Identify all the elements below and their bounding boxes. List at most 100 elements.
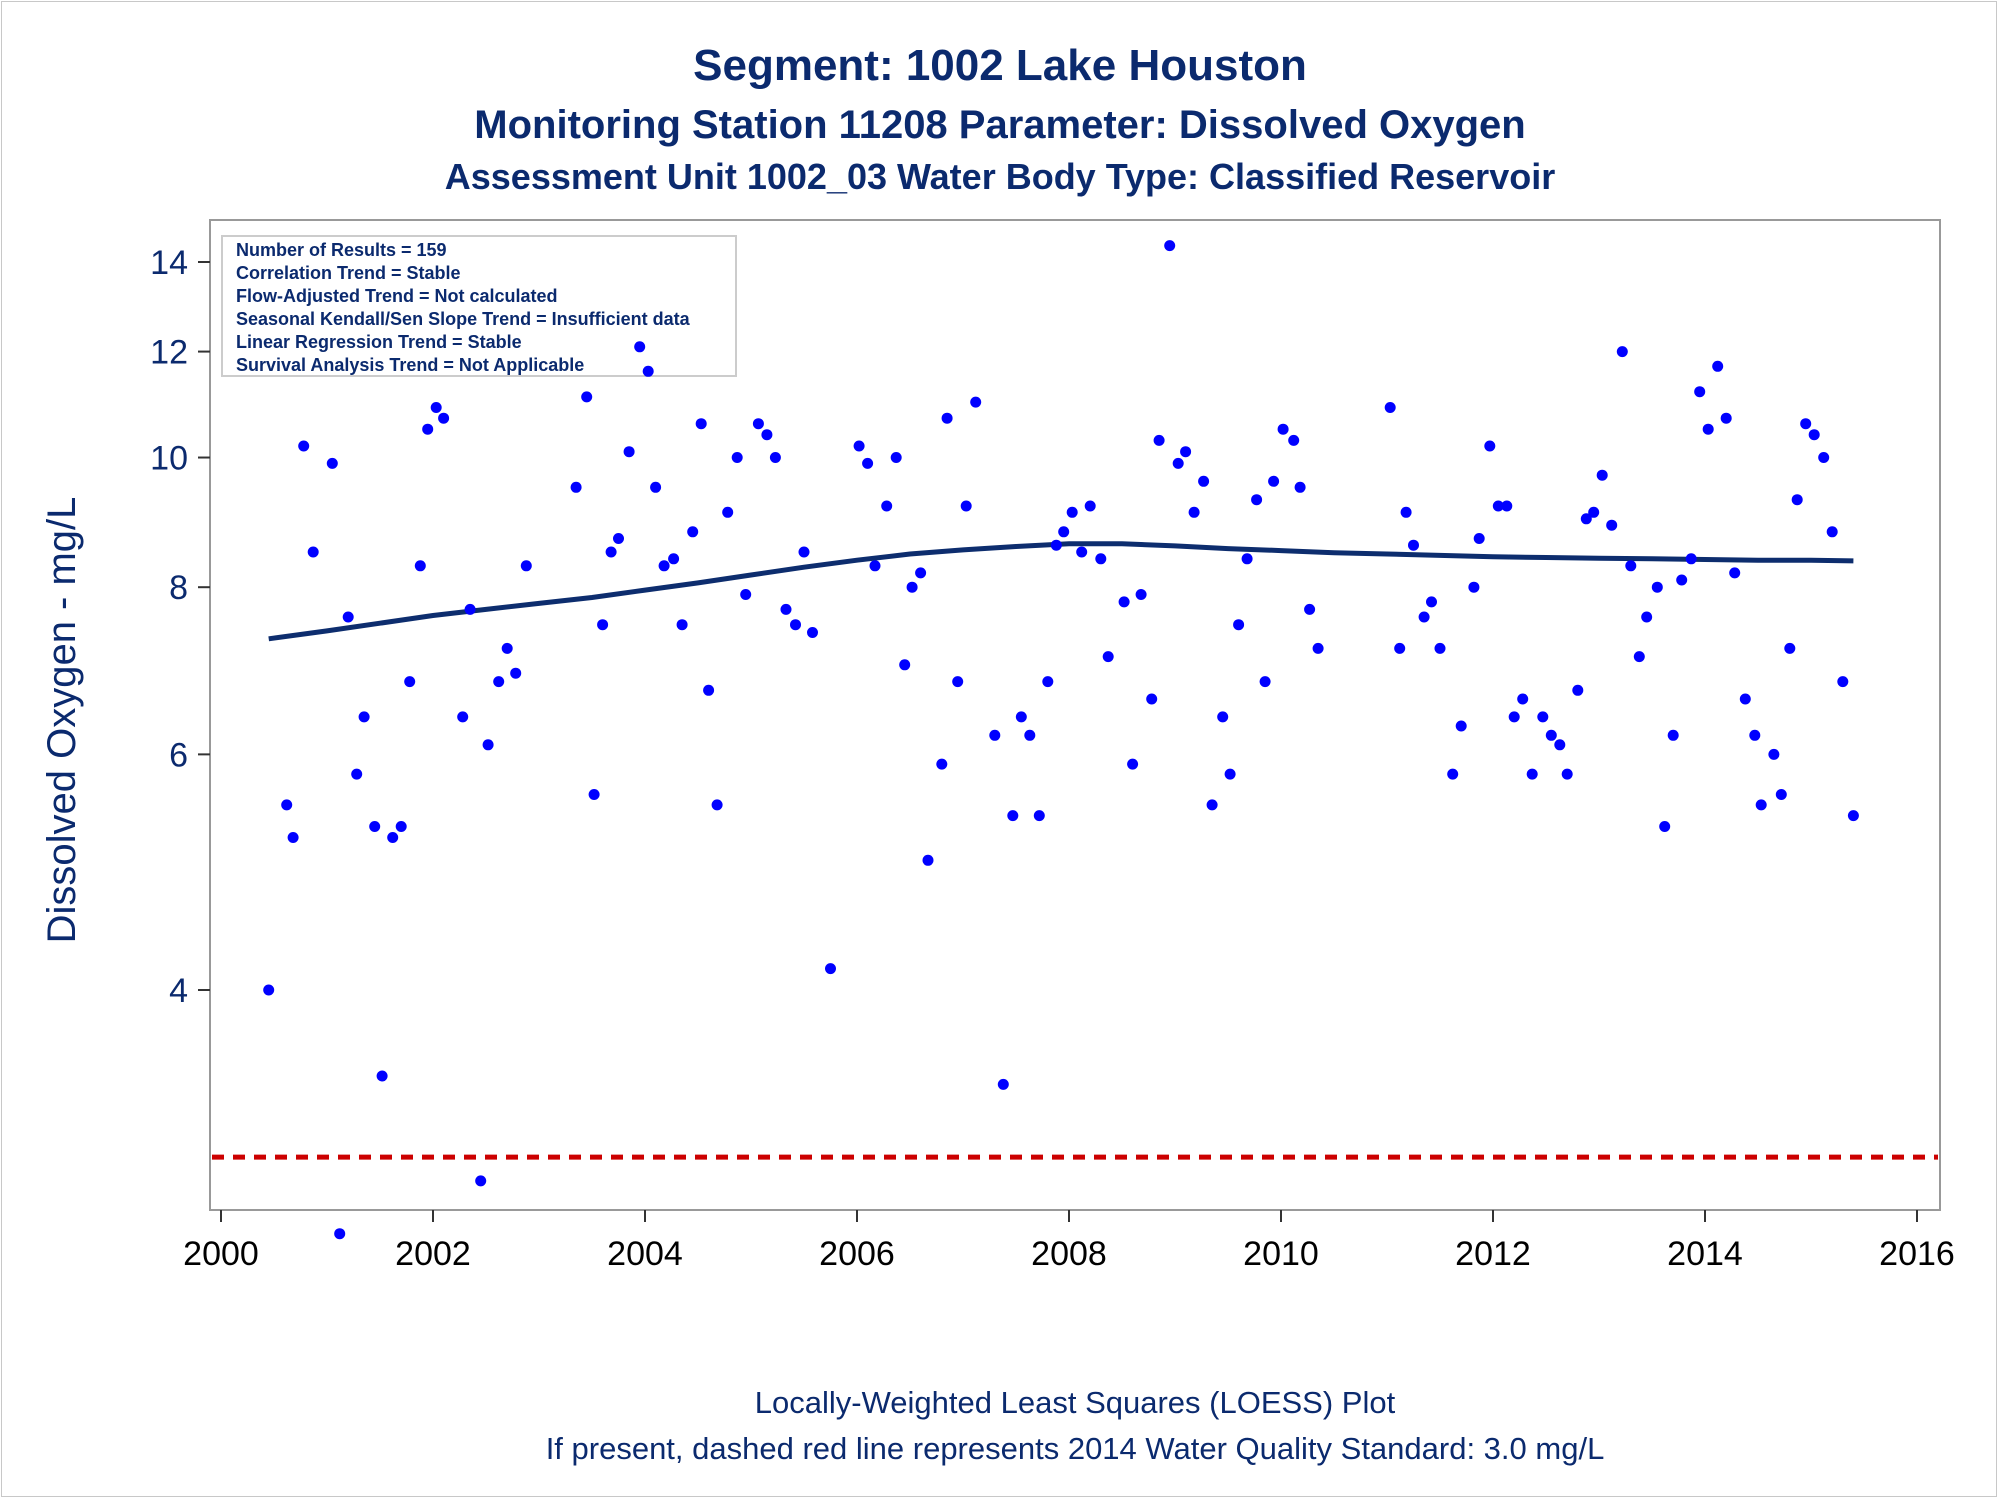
data-point bbox=[1224, 768, 1236, 780]
points-layer bbox=[263, 240, 1859, 1240]
data-point bbox=[369, 821, 381, 832]
data-point bbox=[1800, 418, 1812, 430]
data-point bbox=[1259, 676, 1271, 688]
chart-title: Segment: 1002 Lake Houston bbox=[693, 41, 1307, 90]
y-axis-label: Dissolved Oxygen - mg/L bbox=[40, 497, 84, 944]
data-point bbox=[1050, 539, 1062, 551]
data-point bbox=[1775, 789, 1787, 800]
data-point bbox=[1606, 519, 1618, 531]
data-point bbox=[731, 452, 743, 463]
data-point bbox=[1418, 611, 1430, 623]
data-point bbox=[387, 832, 399, 843]
data-point bbox=[1304, 603, 1316, 615]
data-point bbox=[642, 365, 654, 377]
data-point bbox=[1268, 475, 1280, 487]
data-point bbox=[1241, 553, 1253, 565]
x-tick-label: 2012 bbox=[1455, 1235, 1531, 1273]
data-point bbox=[970, 396, 982, 408]
data-point bbox=[1127, 758, 1139, 770]
data-point bbox=[1400, 506, 1412, 518]
data-point bbox=[1033, 810, 1045, 822]
data-point bbox=[740, 589, 752, 600]
data-point bbox=[404, 676, 416, 688]
data-point bbox=[1561, 768, 1573, 780]
footnote-standard: If present, dashed red line represents 2… bbox=[546, 1431, 1605, 1466]
data-point bbox=[298, 440, 310, 452]
data-point bbox=[422, 423, 434, 435]
data-point bbox=[1508, 711, 1520, 723]
data-point bbox=[1768, 748, 1780, 760]
data-point bbox=[342, 611, 354, 623]
data-point bbox=[676, 619, 688, 631]
data-point bbox=[457, 711, 469, 723]
data-point bbox=[623, 446, 635, 458]
plot-area bbox=[209, 219, 1941, 1211]
data-point bbox=[493, 676, 505, 688]
data-point bbox=[1473, 533, 1485, 544]
data-point bbox=[1501, 500, 1513, 512]
data-point bbox=[1580, 513, 1592, 525]
data-point bbox=[1784, 642, 1796, 654]
data-point bbox=[862, 457, 874, 469]
data-point bbox=[1447, 768, 1459, 780]
legend-line-linear-regression: Linear Regression Trend = Stable bbox=[236, 332, 522, 352]
data-point bbox=[989, 729, 1001, 741]
y-tick-label: 10 bbox=[150, 440, 188, 478]
data-point bbox=[941, 412, 953, 424]
data-point bbox=[1146, 693, 1158, 705]
data-point bbox=[695, 418, 707, 430]
data-point bbox=[798, 546, 810, 558]
data-point bbox=[1288, 434, 1300, 446]
data-point bbox=[326, 457, 338, 469]
data-point bbox=[613, 533, 624, 544]
data-point bbox=[510, 667, 522, 679]
data-point bbox=[703, 684, 715, 696]
x-tick-label: 2014 bbox=[1667, 1235, 1743, 1273]
data-point bbox=[1135, 589, 1147, 600]
data-point bbox=[1694, 386, 1706, 398]
data-point bbox=[1468, 581, 1480, 593]
data-point bbox=[1015, 711, 1027, 723]
data-point bbox=[605, 546, 617, 558]
data-point bbox=[1172, 457, 1184, 469]
data-point bbox=[1024, 729, 1036, 741]
data-point bbox=[475, 1175, 487, 1187]
data-point bbox=[334, 1228, 346, 1240]
data-point bbox=[915, 567, 927, 579]
data-point bbox=[1408, 539, 1419, 551]
data-point bbox=[1633, 651, 1645, 663]
legend-line-results: Number of Results = 159 bbox=[236, 240, 447, 260]
data-point bbox=[1394, 642, 1406, 654]
data-point bbox=[1517, 693, 1529, 705]
data-point bbox=[1277, 423, 1289, 435]
data-point bbox=[752, 418, 764, 430]
data-point bbox=[1198, 475, 1210, 487]
data-point bbox=[881, 500, 893, 512]
data-point bbox=[351, 768, 363, 780]
footnote-loess: Locally-Weighted Least Squares (LOESS) P… bbox=[755, 1385, 1396, 1420]
y-tick-label: 14 bbox=[150, 244, 188, 282]
x-axis: 2000 2002 2004 2006 2008 2010 2012 2014 2016 bbox=[183, 1210, 1955, 1273]
x-tick-label: 2010 bbox=[1243, 1235, 1319, 1273]
data-point bbox=[899, 659, 911, 671]
data-point bbox=[634, 341, 646, 353]
data-point bbox=[1847, 810, 1859, 822]
data-point bbox=[1702, 423, 1714, 435]
data-point bbox=[1076, 546, 1088, 558]
y-axis: 4 6 8 10 12 14 bbox=[150, 244, 210, 1010]
data-point bbox=[687, 526, 699, 538]
data-point bbox=[711, 799, 723, 811]
data-point bbox=[790, 619, 801, 631]
data-point bbox=[430, 402, 442, 413]
loess-layer bbox=[268, 541, 1854, 642]
data-point bbox=[1188, 506, 1200, 518]
data-point bbox=[1545, 729, 1557, 741]
data-point bbox=[1484, 440, 1496, 452]
data-point bbox=[1720, 412, 1732, 424]
data-point bbox=[1102, 651, 1114, 663]
data-point bbox=[376, 1070, 388, 1082]
legend-line-seasonal-kendall: Seasonal Kendall/Sen Slope Trend = Insuf… bbox=[236, 309, 691, 329]
data-point bbox=[1712, 360, 1724, 372]
data-point bbox=[1095, 553, 1107, 565]
